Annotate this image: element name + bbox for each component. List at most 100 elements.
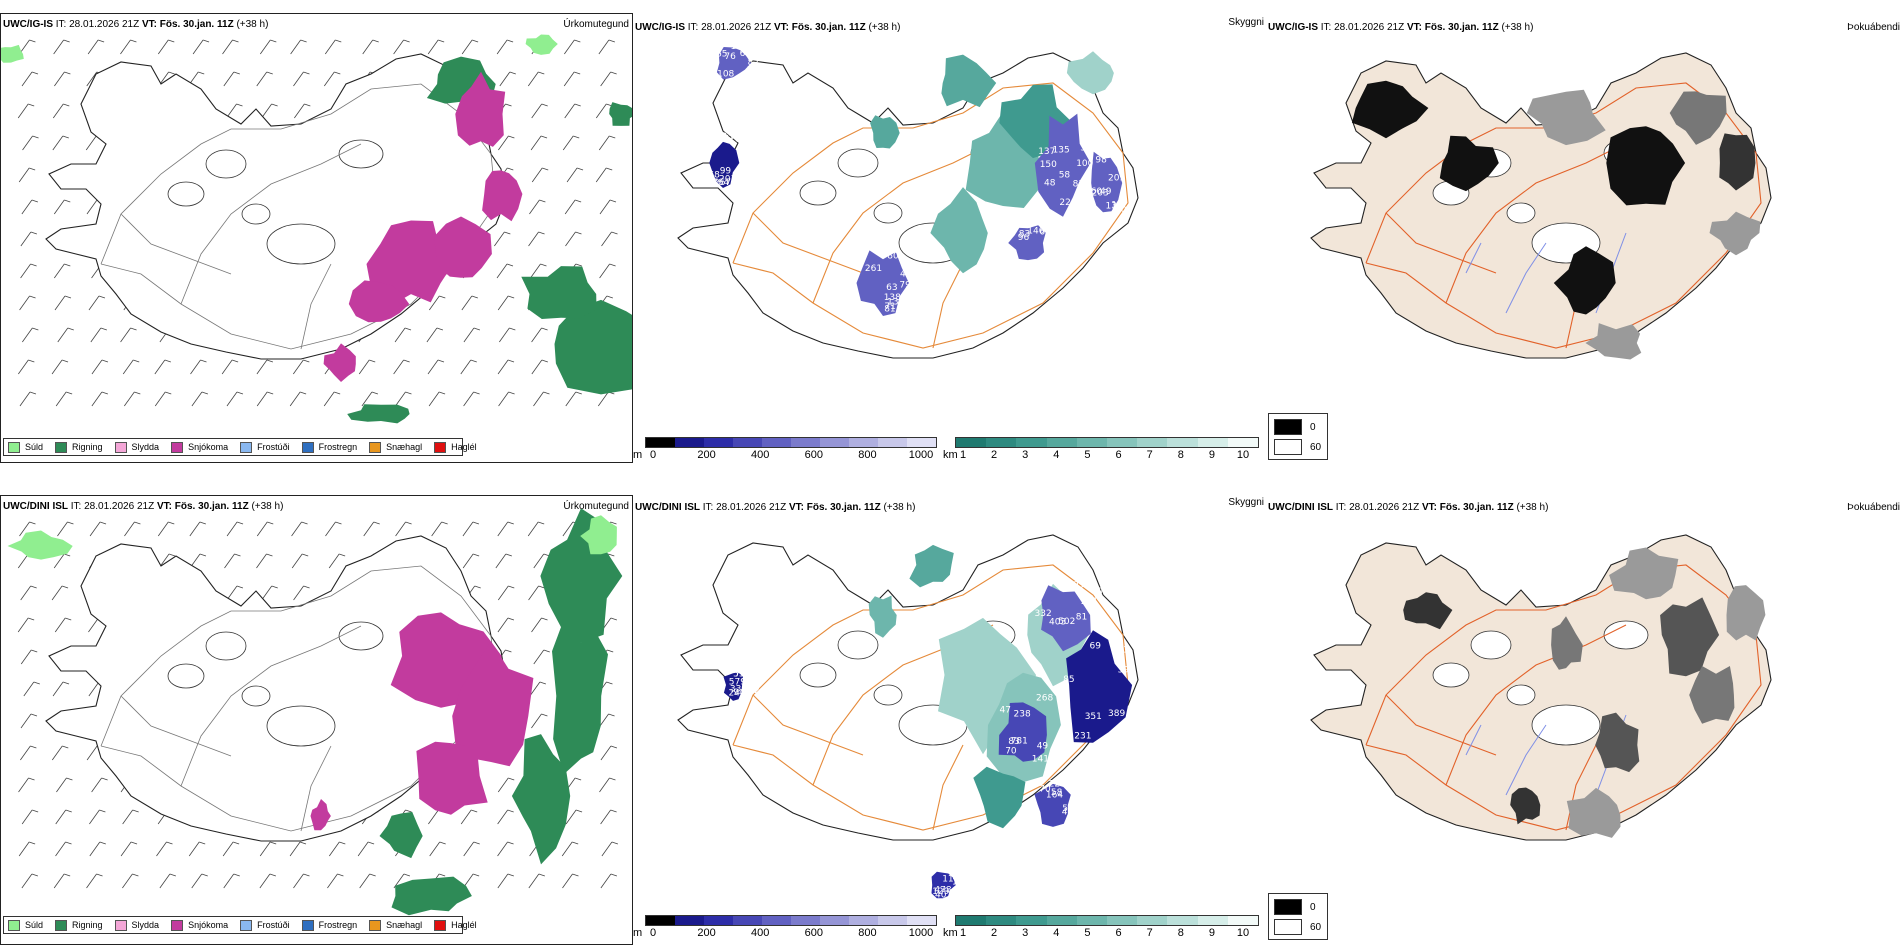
- visibility-scale-kilometers: km 1 2 3 4 5 6 7 8 9 10: [943, 915, 1265, 945]
- wind-barb: [224, 553, 235, 569]
- precip-legend-swatch: [171, 441, 184, 453]
- glacier-outline: [338, 139, 384, 169]
- visibility-value-label: 170: [1045, 234, 1062, 244]
- road: [120, 213, 232, 275]
- wind-barb: [470, 359, 477, 363]
- wind-barb: [124, 521, 135, 537]
- wind-barb: [530, 135, 542, 151]
- wind-barb: [361, 391, 373, 407]
- wind-barb: [538, 873, 545, 877]
- wind-barb: [32, 809, 39, 813]
- wind-barb: [509, 327, 516, 331]
- fog-legend-swatch: [1274, 439, 1302, 455]
- wind-barb: [154, 391, 166, 407]
- glacier-outline: [241, 685, 271, 707]
- wind-barb: [132, 809, 139, 813]
- visibility-m-area: [716, 47, 752, 80]
- wind-barb: [157, 39, 169, 55]
- wind-barb: [335, 39, 342, 43]
- visibility-value-label: 152: [743, 686, 760, 696]
- wind-barb: [574, 71, 581, 75]
- wind-barb: [21, 199, 33, 215]
- wind-barb: [259, 841, 271, 857]
- wind-barb: [429, 841, 441, 857]
- wind-barb: [565, 809, 577, 825]
- road: [120, 695, 232, 757]
- fog-area: [1403, 592, 1453, 630]
- precip-legend-swatch: [114, 441, 127, 453]
- wind-barb: [269, 873, 276, 877]
- precip-legend-item: Rigning: [55, 441, 103, 453]
- wind-barb: [303, 873, 310, 877]
- panel-name: Skyggni: [1228, 497, 1264, 508]
- precip-legend-label: Snjókoma: [188, 920, 229, 930]
- wind-barb: [600, 809, 611, 825]
- wind-barb: [403, 359, 410, 363]
- fog-area: [1709, 211, 1761, 256]
- wind-barb: [428, 295, 440, 311]
- precip-legend-swatch: [369, 441, 382, 453]
- wind-barb: [89, 521, 101, 537]
- wind-barb: [575, 263, 582, 267]
- fog-area: [1660, 597, 1720, 677]
- wind-barb: [405, 391, 412, 395]
- glacier-outline: [205, 149, 247, 179]
- visibility-km-area: [941, 54, 997, 108]
- visibility-value-label: 38: [1080, 143, 1092, 153]
- wind-barb: [55, 809, 67, 825]
- colorbar-tick: 5: [1084, 449, 1091, 461]
- panel-name: Þokuábendi: [1847, 502, 1900, 513]
- wind-barb: [538, 521, 545, 525]
- colorbar-tick: 8: [1177, 449, 1184, 461]
- wind-barb: [574, 103, 581, 107]
- precip-legend-swatch: [434, 919, 447, 931]
- colorbar-tick: 1000: [908, 449, 934, 461]
- wind-barb: [20, 745, 31, 761]
- wind-barb: [474, 585, 481, 589]
- wind-barb: [597, 391, 609, 407]
- colorbar-unit: m: [633, 927, 643, 939]
- visibility-value-label: 339: [730, 685, 747, 695]
- wind-barb: [236, 391, 244, 395]
- wind-barb: [32, 327, 39, 331]
- wind-barb: [256, 553, 267, 569]
- wind-barb: [56, 777, 67, 793]
- wind-barb: [303, 359, 310, 363]
- visibility-value-label: 364: [712, 178, 729, 188]
- visibility-panel-top: 111 83 80 38 209 83 66 68 63 100 98 97 65 375 81 220 179…: [633, 13, 1266, 463]
- fog-field: [1403, 547, 1766, 838]
- wind-barb: [17, 103, 29, 119]
- wind-barb: [441, 521, 448, 525]
- snow-area: [455, 71, 506, 147]
- visibility-value-label: 238: [1014, 710, 1031, 720]
- wind-barb: [100, 327, 107, 331]
- visibility-value-label: 271: [1112, 646, 1129, 656]
- wind-barb: [134, 521, 141, 525]
- glacier-outline: [1531, 704, 1601, 746]
- wind-barb: [367, 841, 375, 845]
- visibility-value-label: 70: [735, 670, 747, 680]
- wind-barb: [266, 71, 273, 75]
- colorbar: [645, 437, 937, 448]
- visibility-value-label: 58: [1059, 170, 1071, 180]
- wind-barb: [99, 809, 106, 813]
- road: [300, 745, 332, 832]
- wind-barb: [51, 585, 63, 601]
- visibility-value-label: 70: [1039, 784, 1051, 794]
- wind-barb: [65, 841, 72, 845]
- colorbar-tick: 800: [858, 927, 877, 939]
- colorbar-tick: 2: [991, 927, 998, 939]
- colorbar-tick: 3: [1022, 449, 1029, 461]
- colorbar-tick: 10: [1236, 927, 1250, 939]
- wind-barb: [533, 391, 544, 407]
- visibility-km-area: [938, 617, 1037, 755]
- visibility-value-label: 135: [1053, 146, 1070, 156]
- wind-barb: [30, 263, 37, 267]
- wind-barb: [29, 841, 36, 845]
- wind-barb: [164, 359, 171, 363]
- wind-barb: [609, 777, 616, 781]
- wind-barb: [189, 521, 201, 537]
- glacier-outline: [1432, 662, 1470, 688]
- precip-legend-label: Rigning: [72, 442, 103, 452]
